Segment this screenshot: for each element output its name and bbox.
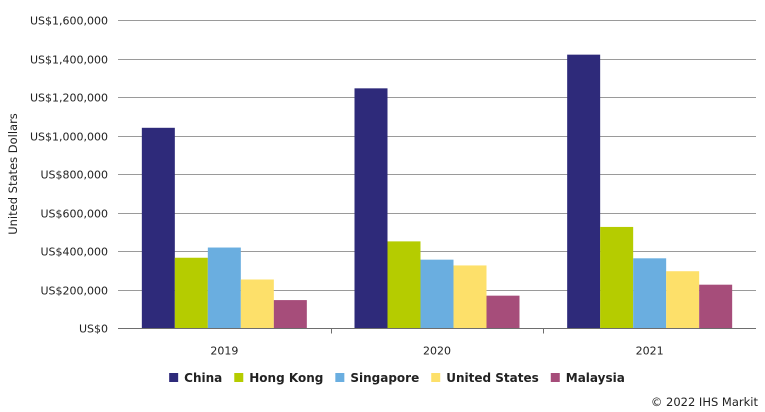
legend-label: China — [184, 371, 222, 385]
y-tick-label: US$1,000,000 — [30, 131, 108, 144]
y-tick-label: US$1,400,000 — [30, 54, 108, 67]
legend-swatch — [234, 373, 244, 382]
bar-malaysia-2021 — [699, 284, 733, 328]
legend-label: Singapore — [350, 371, 419, 385]
y-tick-label: US$400,000 — [40, 246, 108, 259]
legend-item-hong-kong: Hong Kong — [234, 371, 323, 385]
y-axis-title: United States Dollars — [6, 113, 20, 235]
bars — [141, 54, 733, 329]
bar-singapore-2019 — [207, 247, 241, 328]
y-tick-label: US$800,000 — [40, 169, 108, 182]
legend-swatch — [169, 373, 179, 382]
bar-united-states-2021 — [666, 271, 700, 328]
y-tick-label: US$1,200,000 — [30, 92, 108, 105]
x-tick-label: 2019 — [210, 345, 238, 358]
legend-swatch — [550, 373, 560, 382]
bar-united-states-2019 — [240, 279, 274, 328]
x-tick-label: 2021 — [636, 345, 664, 358]
legend-swatch — [335, 373, 345, 382]
y-tick-label: US$600,000 — [40, 208, 108, 221]
y-tick-label: US$200,000 — [40, 285, 108, 298]
legend-item-singapore: Singapore — [335, 371, 419, 385]
x-tick-label: 2020 — [423, 345, 451, 358]
legend-label: Hong Kong — [249, 371, 323, 385]
bar-hong-kong-2021 — [600, 226, 634, 328]
bar-singapore-2020 — [420, 259, 454, 328]
legend-label: United States — [446, 371, 539, 385]
bar-malaysia-2019 — [273, 300, 307, 328]
axes: US$0 US$200,000 US$400,000 US$600,000 US$800… — [30, 15, 756, 358]
bar-malaysia-2020 — [486, 295, 520, 328]
y-tick-label: US$1,600,000 — [30, 15, 108, 28]
bar-hong-kong-2020 — [387, 241, 421, 328]
legend-swatch — [431, 373, 441, 382]
copyright-footnote: © 2022 IHS Markit — [651, 395, 759, 409]
bar-china-2019 — [141, 127, 175, 328]
legend-item-united-states: United States — [431, 371, 539, 385]
legend-item-malaysia: Malaysia — [550, 371, 625, 385]
y-tick-label: US$0 — [79, 323, 108, 336]
bar-china-2021 — [567, 54, 601, 329]
bar-united-states-2020 — [453, 265, 487, 328]
legend-label: Malaysia — [566, 371, 625, 385]
bar-singapore-2021 — [633, 258, 667, 328]
bar-hong-kong-2019 — [174, 257, 208, 328]
bar-china-2020 — [354, 88, 388, 329]
legend: China Hong Kong Singapore United States Mala… — [169, 371, 625, 385]
legend-item-china: China — [169, 371, 222, 385]
